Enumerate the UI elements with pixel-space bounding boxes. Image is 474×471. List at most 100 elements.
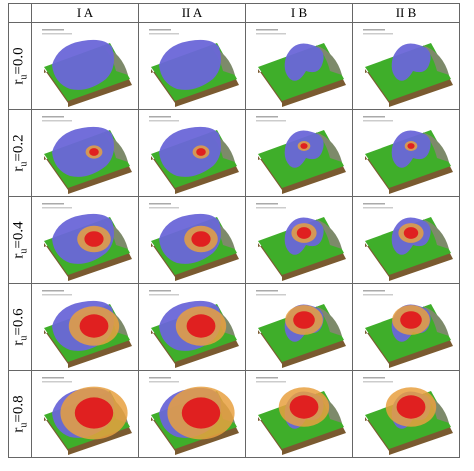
render-image xyxy=(363,29,453,107)
water-body xyxy=(284,43,324,81)
caption-line xyxy=(42,120,72,122)
render-image xyxy=(42,116,132,194)
row-eq: =0.0 xyxy=(10,47,27,75)
row-sub: u xyxy=(18,422,30,428)
yield-zone-inner xyxy=(181,397,221,429)
render-image xyxy=(149,29,239,107)
caption-line xyxy=(363,116,385,118)
yield-zone-inner xyxy=(396,395,426,419)
caption-line xyxy=(149,381,179,383)
caption-line xyxy=(42,381,72,383)
row-sub: u xyxy=(18,248,30,254)
figure-row: ru=0.6 xyxy=(8,283,460,371)
caption-line xyxy=(149,116,171,118)
water-body xyxy=(52,126,114,177)
image-cell xyxy=(31,196,139,284)
render-image xyxy=(149,203,239,281)
water-body xyxy=(159,39,221,90)
figure-row: ru=0.2 xyxy=(8,109,460,197)
caption-line xyxy=(363,381,393,383)
caption-line xyxy=(256,294,286,296)
row-var: r xyxy=(10,166,27,172)
row-var: r xyxy=(10,427,27,433)
caption-line xyxy=(149,29,171,31)
figure-row: ru=0.0 xyxy=(8,22,460,110)
caption-line xyxy=(42,203,64,205)
caption-line xyxy=(149,33,179,35)
caption-line xyxy=(256,203,278,205)
caption-line xyxy=(149,207,179,209)
water-body xyxy=(391,43,431,81)
caption-line xyxy=(256,33,286,35)
image-cell xyxy=(245,109,353,197)
render-image xyxy=(42,290,132,368)
caption-line xyxy=(149,294,179,296)
water-body xyxy=(52,39,114,90)
render-image xyxy=(363,377,453,455)
caption-line xyxy=(256,120,286,122)
caption-line xyxy=(149,377,171,379)
yield-zone-inner xyxy=(300,143,308,149)
image-cell xyxy=(352,370,460,458)
render-image xyxy=(42,377,132,455)
yield-zone-inner xyxy=(403,227,419,239)
figure-row: ru=0.8 xyxy=(8,370,460,458)
column-header: I A xyxy=(31,3,139,23)
image-cell xyxy=(31,109,139,197)
row-var: r xyxy=(10,253,27,259)
render-image xyxy=(149,116,239,194)
yield-zone-inner xyxy=(293,311,315,329)
image-cell xyxy=(245,196,353,284)
row-label: ru=0.2 xyxy=(11,134,30,171)
render-image xyxy=(149,377,239,455)
image-cell xyxy=(352,196,460,284)
image-cell xyxy=(245,283,353,371)
row-header: ru=0.6 xyxy=(8,283,32,371)
yield-zone-inner xyxy=(289,395,319,419)
yield-zone-inner xyxy=(89,148,99,156)
column-header: II B xyxy=(352,3,460,23)
caption-line xyxy=(363,294,393,296)
row-label: ru=0.8 xyxy=(11,395,30,432)
column-header: I B xyxy=(245,3,353,23)
row-var: r xyxy=(10,340,27,346)
image-cell xyxy=(245,370,353,458)
caption-line xyxy=(363,120,393,122)
caption-line xyxy=(256,116,278,118)
row-eq: =0.4 xyxy=(10,221,27,249)
image-cell xyxy=(138,22,246,110)
row-header: ru=0.4 xyxy=(8,196,32,284)
image-cell xyxy=(352,109,460,197)
render-image xyxy=(256,116,346,194)
render-image xyxy=(256,377,346,455)
caption-line xyxy=(256,290,278,292)
row-eq: =0.6 xyxy=(10,308,27,336)
yield-zone-inner xyxy=(191,231,211,247)
caption-line xyxy=(363,203,385,205)
yield-zone-inner xyxy=(296,227,312,239)
caption-line xyxy=(363,29,385,31)
image-cell xyxy=(245,22,353,110)
image-cell xyxy=(352,283,460,371)
water-body xyxy=(159,126,221,177)
caption-line xyxy=(149,120,179,122)
figure-row: ru=0.4 xyxy=(8,196,460,284)
render-image xyxy=(363,290,453,368)
render-image xyxy=(363,203,453,281)
image-cell xyxy=(31,370,139,458)
caption-line xyxy=(256,381,286,383)
image-cell xyxy=(138,370,246,458)
yield-zone-inner xyxy=(79,314,109,338)
caption-line xyxy=(256,207,286,209)
caption-line xyxy=(256,29,278,31)
row-label: ru=0.0 xyxy=(11,47,30,84)
yield-zone-inner xyxy=(196,148,206,156)
caption-line xyxy=(42,33,72,35)
yield-zone-inner xyxy=(186,314,216,338)
caption-line xyxy=(363,33,393,35)
caption-line xyxy=(42,207,72,209)
caption-line xyxy=(42,29,64,31)
row-header: ru=0.2 xyxy=(8,109,32,197)
